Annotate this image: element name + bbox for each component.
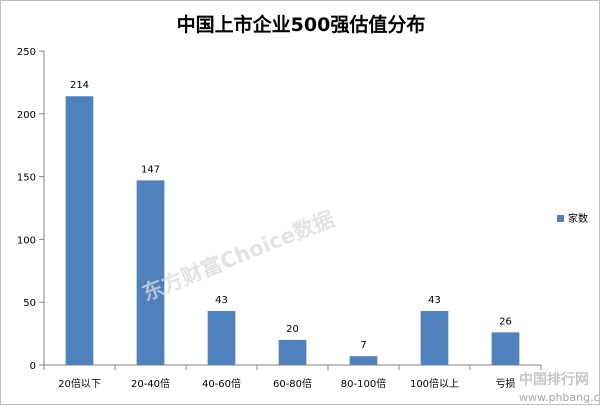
bar	[491, 332, 520, 365]
y-tick-label: 200	[17, 110, 36, 121]
x-tick-label: 80-100倍	[341, 377, 386, 390]
legend-label: 家数	[568, 212, 588, 225]
data-label: 7	[360, 340, 366, 351]
data-label: 26	[499, 316, 512, 327]
site-watermark: 中国排行网	[519, 371, 589, 388]
legend: 家数	[557, 212, 588, 225]
x-tick-label: 20-40倍	[131, 377, 170, 390]
y-tick-label: 100	[17, 235, 36, 246]
legend-swatch	[557, 215, 564, 222]
y-tick-label: 150	[17, 173, 36, 184]
data-label: 43	[428, 295, 441, 306]
chart-title: 中国上市企业500强估值分布	[177, 13, 426, 36]
x-axis: 20倍以下 20-40倍 40-60倍 60-80倍 80-100倍 100倍以上 亏损	[43, 364, 542, 390]
data-label: 20	[286, 324, 299, 335]
bar	[278, 339, 307, 365]
bar	[207, 310, 236, 365]
x-tick-label: 亏损	[496, 377, 516, 390]
site-url-watermark: www.phbang.cn	[519, 391, 599, 404]
y-axis: 0 50 100 150 200 250	[17, 47, 45, 372]
x-tick-label: 40-60倍	[202, 377, 241, 390]
x-tick-label: 100倍以上	[410, 377, 459, 390]
source-watermark: 东方财富Choice数据	[139, 207, 338, 306]
bar	[136, 180, 165, 365]
y-tick-label: 0	[30, 361, 36, 372]
x-tick-label: 60-80倍	[273, 377, 312, 390]
y-tick-label: 50	[23, 298, 36, 309]
data-label: 43	[215, 295, 228, 306]
data-label: 147	[141, 164, 160, 175]
y-tick-label: 250	[17, 47, 36, 58]
bar	[349, 356, 378, 365]
bar	[65, 96, 94, 365]
bar-series: 214 147 43 20 7 43 26	[65, 80, 520, 365]
data-label: 214	[70, 80, 89, 91]
bar	[420, 310, 449, 365]
x-tick-label: 20倍以下	[58, 377, 101, 390]
